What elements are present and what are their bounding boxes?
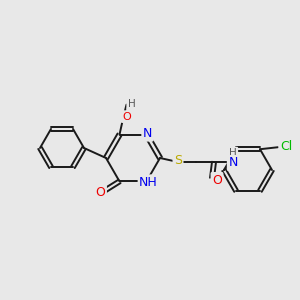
Text: H: H xyxy=(229,148,237,158)
Text: NH: NH xyxy=(139,176,158,189)
Text: O: O xyxy=(96,186,105,199)
Text: S: S xyxy=(174,154,182,167)
Text: O: O xyxy=(122,112,131,122)
Text: N: N xyxy=(143,127,152,140)
Text: O: O xyxy=(212,173,222,187)
Text: N: N xyxy=(228,157,238,169)
Text: Cl: Cl xyxy=(280,140,292,153)
Text: H: H xyxy=(128,99,135,109)
